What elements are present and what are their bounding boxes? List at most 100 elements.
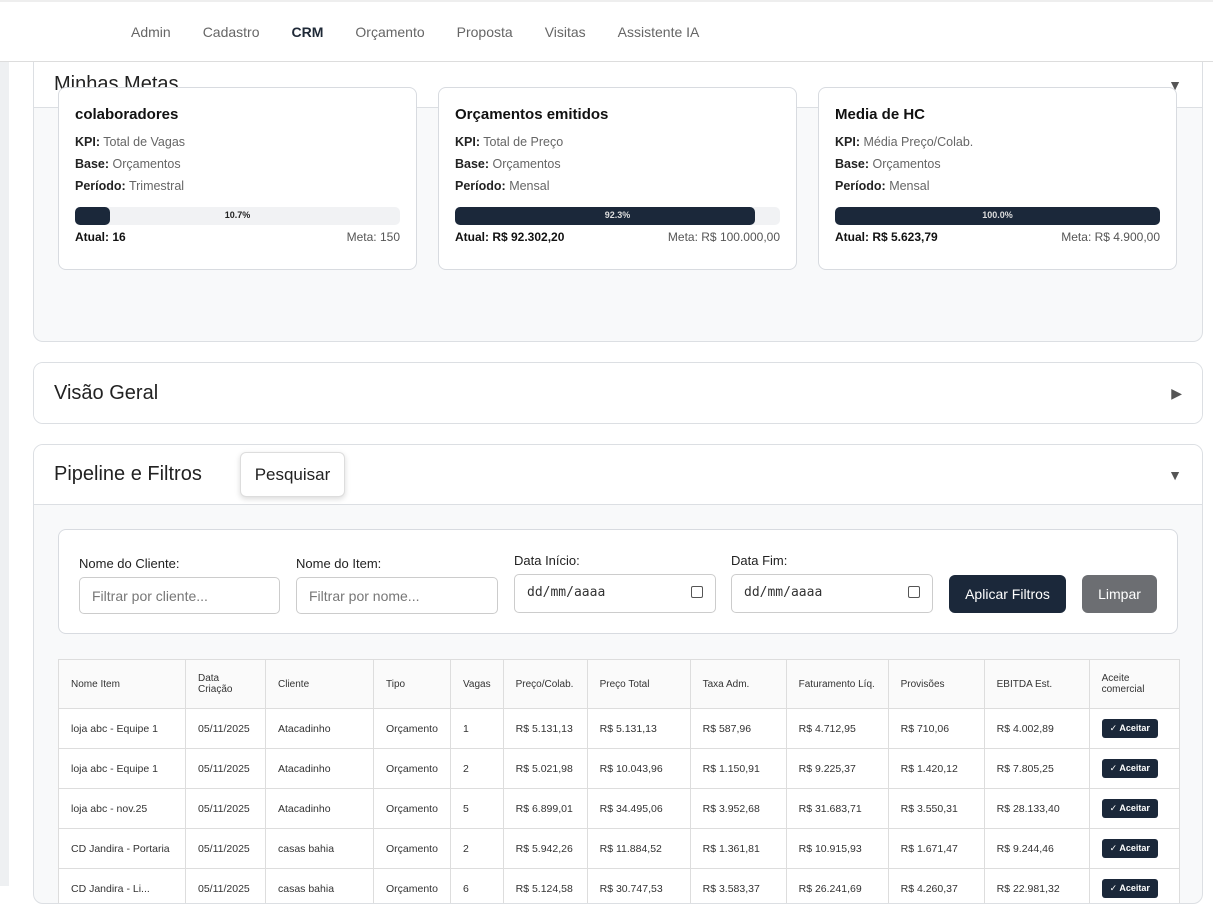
nav-admin[interactable]: Admin [131,24,171,40]
goal-card: Orçamentos emitidos KPI: Total de Preço … [438,87,797,270]
table-cell: 05/11/2025 [186,749,266,789]
column-header[interactable]: Data Criação [186,660,266,709]
metas-section: Minhas Metas▼ colaboradores KPI: Total d… [33,62,1203,342]
column-header[interactable]: Cliente [266,660,374,709]
action-cell: ✓ Aceitar [1089,829,1179,869]
table-cell: loja abc - Equipe 1 [59,749,186,789]
column-header[interactable]: Vagas [451,660,504,709]
base-line: Base: Orçamentos [835,157,1160,171]
table-cell: Orçamento [374,789,451,829]
data-fim-input[interactable]: dd/mm/aaaa [731,574,933,613]
periodo-line: Período: Mensal [835,179,1160,193]
progress-bar: 10.7% [75,207,400,225]
action-cell: ✓ Aceitar [1089,749,1179,789]
meta-value: Meta: R$ 100.000,00 [668,230,780,244]
nav-cadastro[interactable]: Cadastro [203,24,260,40]
table-cell: R$ 5.131,13 [587,709,690,749]
table-cell: R$ 7.805,25 [984,749,1089,789]
meta-value: Meta: 150 [347,230,400,244]
cliente-label: Nome do Cliente: [79,556,179,571]
table-cell: R$ 4.002,89 [984,709,1089,749]
visao-header[interactable]: Visão Geral▶ [34,363,1202,423]
tooltip: Pesquisar [240,452,345,497]
top-nav: Admin Cadastro CRM Orçamento Proposta Vi… [0,0,1213,62]
column-header[interactable]: Preço/Colab. [503,660,587,709]
base-line: Base: Orçamentos [75,157,400,171]
accept-button[interactable]: ✓ Aceitar [1102,879,1158,898]
action-cell: ✓ Aceitar [1089,709,1179,749]
item-label: Nome do Item: [296,556,381,571]
base-label: Base: [75,157,109,171]
column-header[interactable]: Faturamento Líq. [786,660,888,709]
kpi-label: KPI: [455,135,480,149]
accept-button[interactable]: ✓ Aceitar [1102,719,1158,738]
column-header[interactable]: EBITDA Est. [984,660,1089,709]
table-cell: R$ 3.952,68 [690,789,786,829]
calendar-icon[interactable] [691,586,703,598]
caret-down-icon[interactable]: ▼ [1168,467,1182,483]
nav-visitas[interactable]: Visitas [545,24,586,40]
table-cell: R$ 31.683,71 [786,789,888,829]
progress-bar: 92.3% [455,207,780,225]
item-input[interactable]: Filtrar por nome... [296,577,498,614]
progress-label: 92.3% [455,210,780,220]
column-header[interactable]: Tipo [374,660,451,709]
table-cell: R$ 34.495,06 [587,789,690,829]
kpi-label: KPI: [835,135,860,149]
kpi-value: Média Preço/Colab. [863,135,973,149]
column-header[interactable]: Nome Item [59,660,186,709]
nav-proposta[interactable]: Proposta [457,24,513,40]
apply-filters-button[interactable]: Aplicar Filtros [949,575,1066,613]
table-cell: R$ 5.021,98 [503,749,587,789]
scroll-gutter [0,62,9,886]
pipeline-header[interactable]: Pipeline e Filtros ▼ [34,445,1202,505]
atual-value: Atual: R$ 5.623,79 [835,230,938,244]
calendar-icon[interactable] [908,586,920,598]
table-cell: Orçamento [374,749,451,789]
goal-card: colaboradores KPI: Total de Vagas Base: … [58,87,417,270]
base-line: Base: Orçamentos [455,157,780,171]
nav-assistente-ia[interactable]: Assistente IA [618,24,700,40]
accept-button[interactable]: ✓ Aceitar [1102,799,1158,818]
table-cell: 2 [451,829,504,869]
data-inicio-input[interactable]: dd/mm/aaaa [514,574,716,613]
caret-right-icon[interactable]: ▶ [1171,385,1182,402]
table-cell: R$ 30.747,53 [587,869,690,904]
kpi-value: Total de Vagas [103,135,185,149]
table-cell: R$ 3.550,31 [888,789,984,829]
column-header[interactable]: Preço Total [587,660,690,709]
column-header[interactable]: Provisões [888,660,984,709]
table-cell: 5 [451,789,504,829]
accept-button[interactable]: ✓ Aceitar [1102,759,1158,778]
table-cell: R$ 1.420,12 [888,749,984,789]
table-cell: R$ 587,96 [690,709,786,749]
filters-panel: Nome do Cliente: Filtrar por cliente... … [58,529,1178,634]
periodo-label: Período: [455,179,506,193]
column-header[interactable]: Taxa Adm. [690,660,786,709]
accept-button[interactable]: ✓ Aceitar [1102,839,1158,858]
table-cell: Orçamento [374,869,451,904]
table-cell: Orçamento [374,829,451,869]
periodo-value: Trimestral [129,179,184,193]
base-value: Orçamentos [113,157,181,171]
section-title: Pipeline e Filtros [54,463,202,486]
table-cell: 1 [451,709,504,749]
nav-crm[interactable]: CRM [292,24,324,40]
kpi-line: KPI: Total de Vagas [75,135,400,149]
table-cell: R$ 10.043,96 [587,749,690,789]
periodo-label: Período: [75,179,126,193]
cliente-input[interactable]: Filtrar por cliente... [79,577,280,614]
table-cell: casas bahia [266,869,374,904]
table-cell: Atacadinho [266,749,374,789]
table-cell: R$ 1.361,81 [690,829,786,869]
table-cell: R$ 6.899,01 [503,789,587,829]
progress-label: 100.0% [835,210,1160,220]
column-header[interactable]: Aceite comercial [1089,660,1179,709]
nav-orcamento[interactable]: Orçamento [355,24,424,40]
clear-button[interactable]: Limpar [1082,575,1157,613]
